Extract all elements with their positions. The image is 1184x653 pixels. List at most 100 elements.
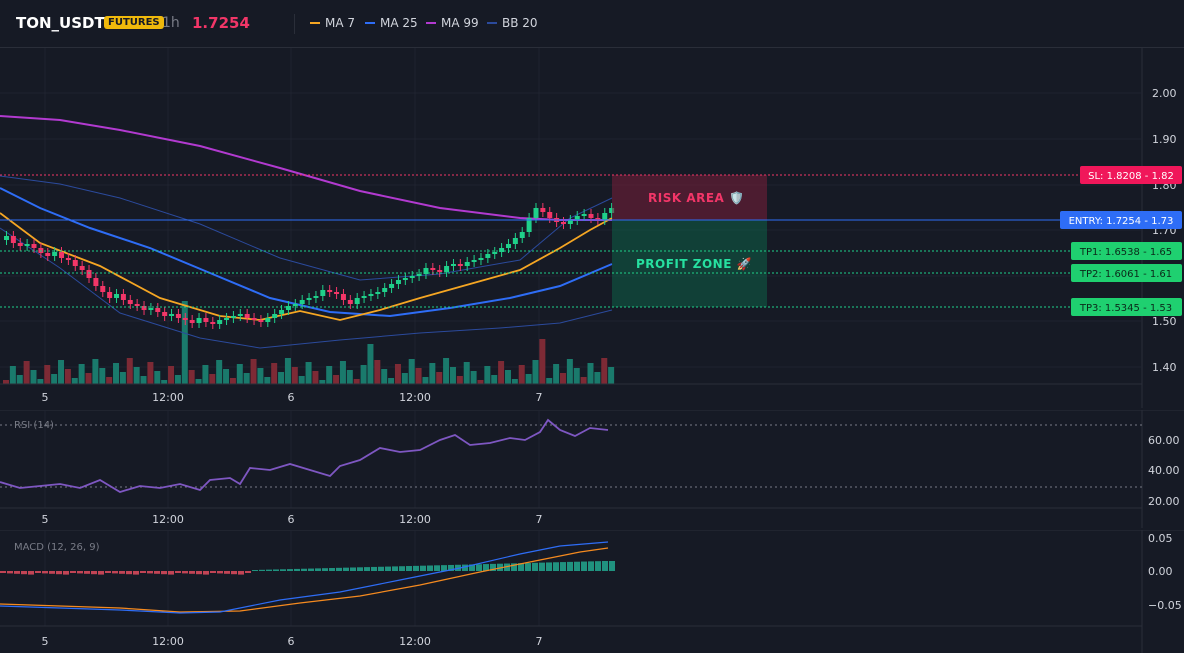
macd-histogram-bar xyxy=(364,567,370,571)
volume-bar xyxy=(559,373,566,384)
volume-bar xyxy=(463,362,470,384)
macd-histogram-bar xyxy=(427,565,433,571)
macd-histogram-bar xyxy=(119,571,125,574)
macd-histogram-bar xyxy=(294,568,300,571)
macd-histogram-bar xyxy=(322,568,328,571)
macd-histogram-bar xyxy=(287,569,293,571)
macd-histogram-bar xyxy=(413,565,419,571)
candle-body xyxy=(334,292,340,294)
candle-body xyxy=(395,280,401,284)
macd-histogram-bar xyxy=(273,569,279,571)
macd-histogram-bar xyxy=(203,571,209,575)
rsi-grid xyxy=(44,410,540,508)
volume-bar xyxy=(119,372,126,384)
legend-bb20[interactable]: BB 20 xyxy=(487,16,538,30)
legend-ma25[interactable]: MA 25 xyxy=(365,16,418,30)
tp1-tag[interactable] xyxy=(1071,242,1182,260)
macd-histogram-bar xyxy=(448,564,454,571)
macd-signal-line xyxy=(0,547,609,613)
volume-bar xyxy=(491,375,498,384)
macd-histogram-bar xyxy=(49,571,55,574)
macd-histogram-bar xyxy=(567,561,573,571)
legend-ma99[interactable]: MA 99 xyxy=(426,16,479,30)
volume-bar xyxy=(394,364,401,384)
candlesticks xyxy=(4,203,615,329)
tp3-tag[interactable] xyxy=(1071,298,1182,316)
macd-histogram-bar xyxy=(140,571,146,573)
sl-tag-text: SL: 1.8208 - 1.82 xyxy=(1088,171,1174,182)
macd-histogram-bar xyxy=(441,565,447,571)
time-tick-label: 6 xyxy=(288,635,295,648)
macd-pane[interactable]: MACD (12, 26, 9) 0.05 0.00 −0.05 5 12:00 6… xyxy=(0,530,1184,653)
macd-histogram-bar xyxy=(98,571,104,575)
candle-body xyxy=(10,236,16,243)
price-chart[interactable]: RISK AREA 🛡️ PROFIT ZONE 🚀 2.001.901.801… xyxy=(0,48,1184,408)
macd-histogram-bar xyxy=(490,563,496,571)
volume-bar xyxy=(353,379,360,384)
macd-histogram-bar xyxy=(553,562,559,571)
volume-bar xyxy=(71,378,78,384)
volume-bar xyxy=(539,339,546,384)
time-tick-label: 5 xyxy=(42,391,49,404)
volume-bar xyxy=(346,370,353,384)
candle-body xyxy=(402,278,408,280)
candle-body xyxy=(148,308,154,310)
candle-body xyxy=(437,270,443,272)
tp2-tag[interactable] xyxy=(1071,264,1182,282)
macd-histogram-bar xyxy=(504,563,510,571)
macd-histogram-bar xyxy=(126,571,132,575)
symbol-title[interactable]: TON_USDT xyxy=(16,14,105,32)
volume-bar xyxy=(3,380,9,384)
volume-bar xyxy=(278,372,285,384)
candle-body xyxy=(114,294,120,298)
macd-histogram-bar xyxy=(224,571,230,574)
entry-tag[interactable] xyxy=(1060,211,1182,229)
volume-bar xyxy=(92,359,99,384)
bollinger-bands xyxy=(0,175,613,349)
candle-body xyxy=(31,244,37,248)
macd-histogram-bar xyxy=(42,571,48,574)
timeframe-selector[interactable]: 1h xyxy=(162,15,180,31)
ma7-line xyxy=(0,212,613,321)
legend-ma7[interactable]: MA 7 xyxy=(310,16,355,30)
volume-bar xyxy=(319,380,326,384)
bb-upper-line xyxy=(0,175,613,281)
volume-bar xyxy=(85,373,92,384)
macd-histogram-bar xyxy=(357,567,363,571)
candle-body xyxy=(17,243,23,246)
candle-body xyxy=(127,300,133,304)
macd-histogram-bar xyxy=(182,571,188,574)
rsi-tick-60: 60.00 xyxy=(1148,434,1180,447)
candle-body xyxy=(471,260,477,262)
time-tick-label: 6 xyxy=(288,391,295,404)
macd-histogram-bar xyxy=(371,566,377,571)
candle-body xyxy=(230,316,236,318)
macd-histogram-bar xyxy=(595,561,601,571)
time-axis-main[interactable]: 5 12:00 6 12:00 7 xyxy=(42,391,543,404)
time-axis-rsi[interactable]: 5 12:00 6 12:00 7 xyxy=(42,513,543,526)
candle-body xyxy=(134,304,140,306)
time-tick-label: 12:00 xyxy=(399,513,431,526)
time-axis-macd[interactable]: 5 12:00 6 12:00 7 xyxy=(42,635,543,648)
rsi-pane[interactable]: RSI (14) 60.00 40.00 20.00 5 12:00 6 12:00 7 xyxy=(0,410,1184,528)
candle-body xyxy=(588,214,594,218)
candle-body xyxy=(169,314,175,316)
macd-histogram-bar xyxy=(315,568,321,571)
volume-bar xyxy=(470,371,477,384)
price-grid xyxy=(0,48,1142,384)
candle-body xyxy=(210,322,216,324)
candle-body xyxy=(107,292,113,298)
volume-bar xyxy=(188,370,195,384)
candle-body xyxy=(389,284,395,288)
time-tick-label: 7 xyxy=(536,513,543,526)
macd-histogram-bar xyxy=(420,565,426,571)
volume-bar xyxy=(374,360,381,384)
macd-histogram-bar xyxy=(238,571,244,575)
macd-histogram-bar xyxy=(7,571,13,574)
sl-tag[interactable] xyxy=(1080,166,1182,184)
volume-bar xyxy=(264,377,271,384)
time-tick-label: 6 xyxy=(288,513,295,526)
candle-body xyxy=(162,312,168,316)
macd-histogram-bar xyxy=(259,569,265,571)
rsi-tick-40: 40.00 xyxy=(1148,464,1180,477)
